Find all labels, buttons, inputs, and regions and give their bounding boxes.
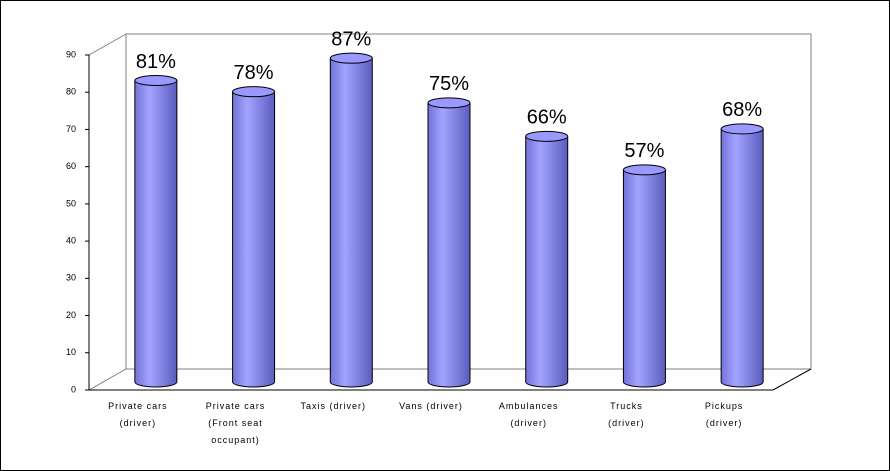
- y-tick-label: 80: [66, 87, 76, 97]
- x-tick-label: Private cars (Front seat occupant): [205, 401, 266, 445]
- cylinder-body: [525, 135, 569, 388]
- y-tick-label: 40: [66, 235, 76, 245]
- value-label: 68%: [722, 99, 762, 121]
- cylinder-body: [232, 91, 276, 388]
- cylinder-top: [720, 123, 764, 135]
- value-label: 78%: [234, 62, 274, 84]
- x-tick-label: Private cars (driver): [108, 401, 168, 428]
- y-tick-label: 60: [66, 161, 76, 171]
- bar: [720, 123, 764, 388]
- y-tick-label: 90: [66, 49, 76, 59]
- cylinder-top: [329, 52, 373, 64]
- bar: [427, 97, 471, 388]
- bar: [232, 86, 276, 388]
- y-tick-label: 30: [66, 273, 76, 283]
- cylinder-body: [329, 57, 373, 388]
- cylinder-top: [427, 97, 471, 109]
- cylinder-body: [134, 80, 178, 388]
- x-tick-label: Trucks (driver): [608, 401, 645, 428]
- y-tick-label: 70: [66, 124, 76, 134]
- bar: [134, 75, 178, 388]
- cylinder-body: [720, 128, 764, 388]
- x-tick-label: Taxis (driver): [300, 401, 367, 411]
- cylinder-top: [232, 86, 276, 98]
- cylinder-top: [622, 164, 666, 176]
- x-tick-label: Pickups (driver): [704, 401, 744, 428]
- value-label: 66%: [527, 107, 567, 129]
- x-tick-label: Vans (driver): [399, 401, 463, 411]
- y-tick-label: 20: [66, 310, 76, 320]
- value-label: 87%: [331, 28, 371, 50]
- cylinder-top: [134, 75, 178, 86]
- value-label: 81%: [136, 51, 176, 73]
- value-label: 75%: [429, 73, 469, 95]
- y-tick-label: 10: [66, 347, 76, 357]
- cylinder-body: [427, 102, 471, 388]
- bar: [525, 130, 569, 388]
- y-tick-label: 50: [66, 198, 76, 208]
- y-tick-label: 0: [71, 384, 76, 394]
- bar: [329, 52, 373, 388]
- bar: [622, 164, 666, 388]
- value-label: 57%: [624, 140, 664, 162]
- x-tick-label: Ambulances (driver): [498, 401, 559, 428]
- cylinder-body: [622, 169, 666, 388]
- cylinder-top: [525, 130, 569, 142]
